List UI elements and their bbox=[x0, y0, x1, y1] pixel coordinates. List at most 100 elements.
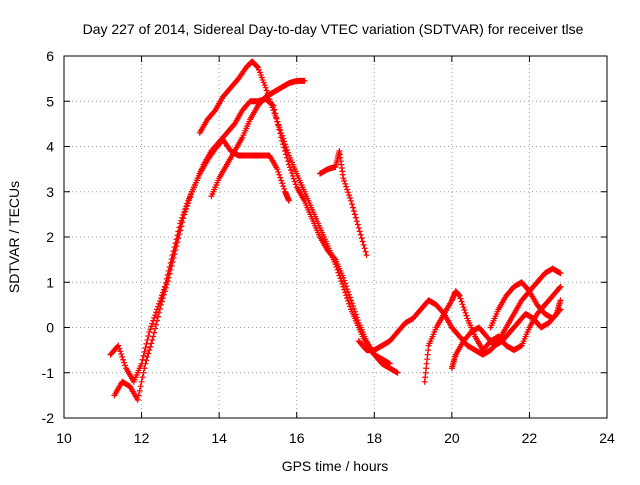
data-point bbox=[279, 132, 286, 139]
data-point bbox=[350, 207, 357, 214]
data-point bbox=[340, 283, 347, 290]
data-point bbox=[179, 219, 186, 226]
y-tick-label: -1 bbox=[42, 365, 55, 381]
data-point bbox=[342, 289, 349, 296]
data-point bbox=[461, 306, 468, 313]
data-point bbox=[557, 306, 564, 313]
data-point bbox=[556, 307, 563, 314]
data-point bbox=[153, 321, 160, 328]
data-point bbox=[456, 292, 463, 299]
data-point bbox=[354, 221, 361, 228]
axes-layer bbox=[63, 55, 608, 419]
data-point bbox=[147, 343, 154, 350]
data-point bbox=[149, 320, 156, 327]
data-point bbox=[182, 208, 189, 215]
series-3 bbox=[196, 58, 393, 367]
data-point bbox=[356, 228, 363, 235]
data-point bbox=[181, 211, 188, 218]
data-point bbox=[151, 314, 158, 321]
series-2 bbox=[111, 136, 292, 403]
data-point bbox=[282, 141, 289, 148]
data-point bbox=[150, 333, 157, 340]
x-tick-label: 16 bbox=[289, 430, 305, 446]
data-point bbox=[343, 183, 350, 190]
x-axis-label: GPS time / hours bbox=[282, 458, 389, 474]
data-point bbox=[283, 144, 290, 151]
data-point bbox=[140, 352, 147, 359]
data-point bbox=[267, 98, 274, 105]
data-point bbox=[334, 266, 341, 273]
data-point bbox=[352, 214, 359, 221]
data-point bbox=[460, 304, 467, 311]
data-point bbox=[458, 298, 465, 305]
data-point bbox=[139, 374, 146, 381]
data-point bbox=[141, 365, 148, 372]
data-point bbox=[457, 295, 464, 302]
data-point bbox=[178, 223, 185, 230]
series-4 bbox=[208, 77, 308, 200]
data-point bbox=[121, 359, 128, 366]
data-point bbox=[347, 303, 354, 310]
data-point bbox=[137, 383, 144, 390]
data-point bbox=[344, 186, 351, 193]
data-point bbox=[149, 336, 156, 343]
data-point bbox=[333, 263, 340, 270]
data-point bbox=[557, 297, 564, 304]
data-point bbox=[277, 174, 284, 181]
y-tick-label: -2 bbox=[42, 410, 55, 426]
data-point bbox=[273, 115, 280, 122]
data-point bbox=[176, 231, 183, 238]
data-point bbox=[270, 107, 277, 114]
data-point bbox=[119, 353, 126, 360]
data-point bbox=[175, 235, 182, 242]
data-point bbox=[284, 146, 291, 153]
data-point bbox=[281, 185, 288, 192]
data-point bbox=[183, 205, 190, 212]
data-point bbox=[274, 118, 281, 125]
data-point bbox=[339, 280, 346, 287]
x-tick-label: 24 bbox=[599, 430, 615, 446]
series-6 bbox=[355, 265, 564, 358]
data-point bbox=[345, 297, 352, 304]
x-tick-label: 22 bbox=[522, 430, 538, 446]
data-point bbox=[344, 295, 351, 302]
data-point bbox=[332, 261, 339, 268]
data-point bbox=[187, 194, 194, 201]
data-point bbox=[155, 313, 162, 320]
data-point bbox=[345, 189, 352, 196]
data-point bbox=[276, 124, 283, 131]
y-tick-label: 2 bbox=[46, 229, 54, 245]
data-point bbox=[171, 250, 178, 257]
data-point bbox=[342, 180, 349, 187]
data-point bbox=[271, 110, 278, 117]
data-point bbox=[353, 218, 360, 225]
data-point bbox=[277, 127, 284, 134]
data-point bbox=[263, 87, 270, 94]
data-point bbox=[359, 238, 366, 245]
data-point bbox=[145, 350, 152, 357]
data-point bbox=[185, 200, 192, 207]
data-point bbox=[386, 360, 393, 367]
data-point bbox=[138, 378, 145, 385]
data-point bbox=[360, 241, 367, 248]
data-point bbox=[557, 270, 564, 277]
data-point bbox=[463, 312, 470, 319]
data-point bbox=[280, 135, 287, 142]
data-point bbox=[152, 325, 159, 332]
data-point bbox=[122, 362, 129, 369]
data-point bbox=[459, 301, 466, 308]
data-point bbox=[278, 129, 285, 136]
data-point bbox=[274, 166, 281, 173]
data-point bbox=[170, 254, 177, 261]
data-point bbox=[285, 197, 292, 204]
data-point bbox=[284, 158, 291, 165]
data-point bbox=[349, 204, 356, 211]
data-point bbox=[163, 281, 170, 288]
data-point bbox=[362, 248, 369, 255]
data-point bbox=[177, 227, 184, 234]
y-tick-label: 6 bbox=[46, 48, 54, 64]
data-point bbox=[118, 351, 125, 358]
